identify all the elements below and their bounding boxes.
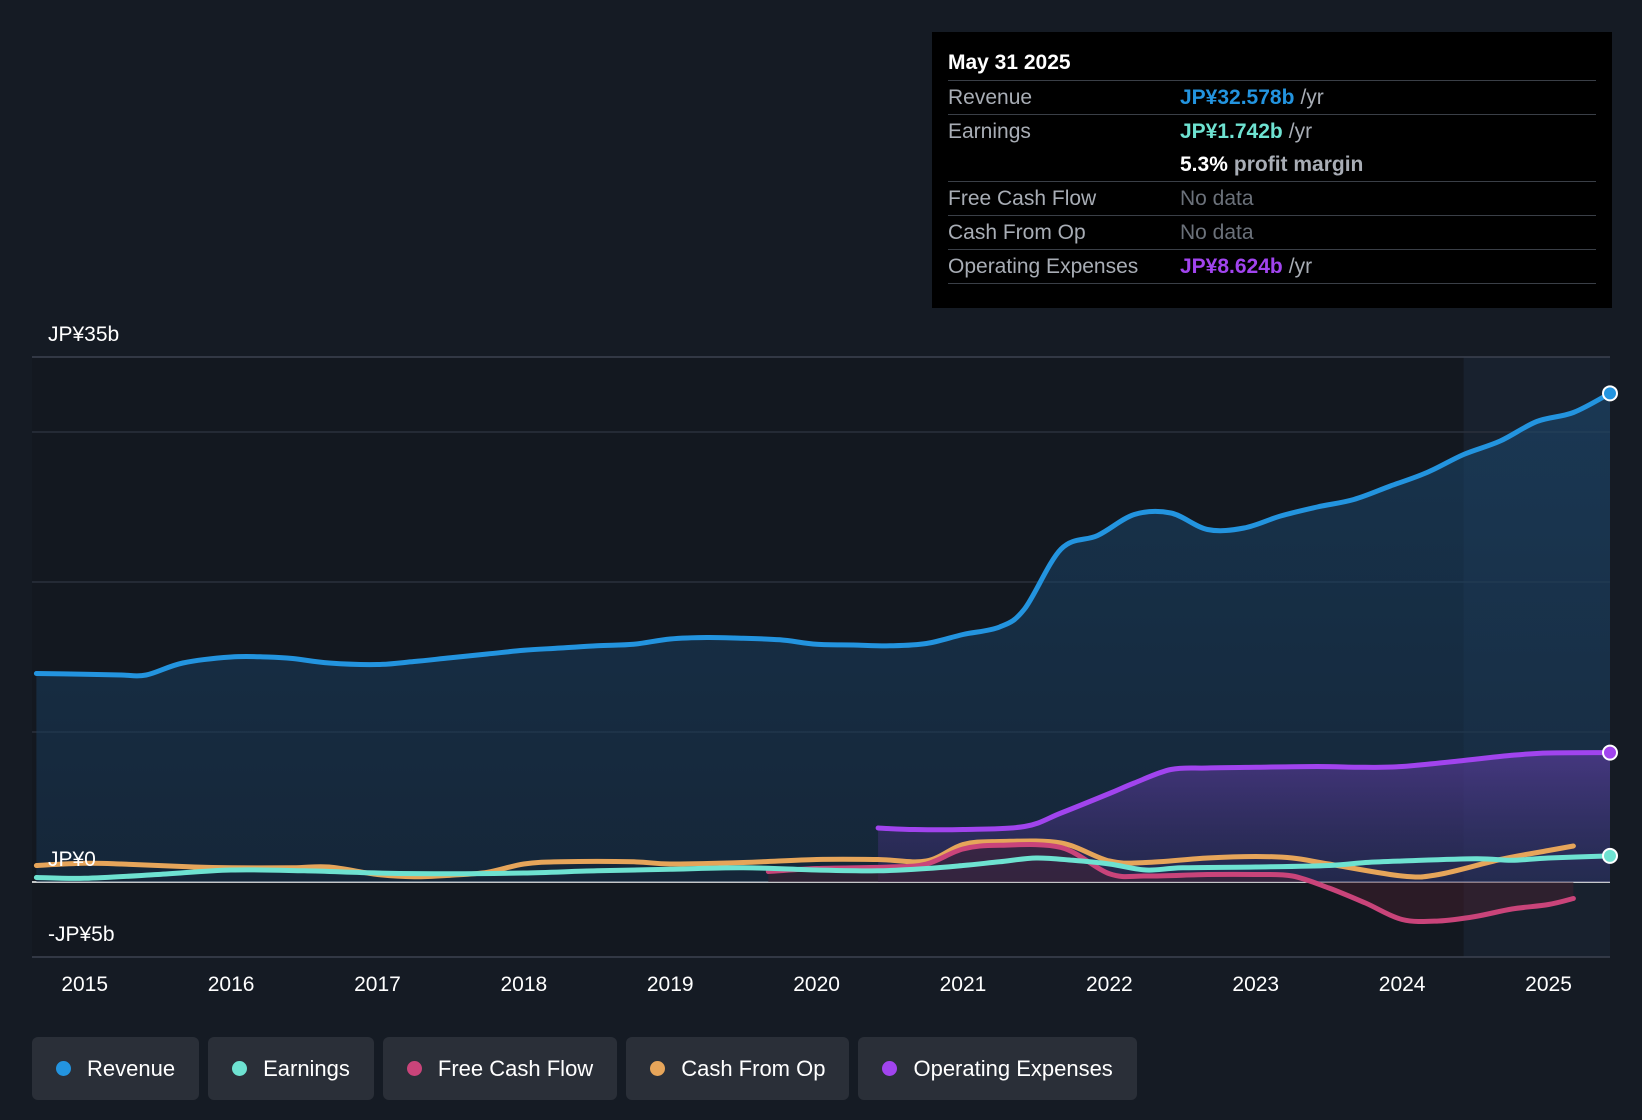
revenue-line (33, 390, 1613, 679)
tooltip-value-margin: 5.3% (1180, 152, 1228, 176)
tooltip-value-revenue: JP¥32.578b (1180, 85, 1295, 109)
revenue-area (36, 393, 1610, 882)
x-tick-label: 2023 (1232, 973, 1279, 996)
x-tick-label: 2016 (208, 973, 255, 996)
y-axis-labels: JP¥35b JP¥0 -JP¥5b (48, 323, 119, 946)
tooltip-label-revenue: Revenue (948, 85, 1033, 109)
earnings-end-marker (1602, 847, 1618, 864)
tooltip-unit-revenue: /yr (1300, 85, 1324, 109)
revenue-end-marker (1602, 385, 1618, 402)
x-tick-label: 2021 (940, 973, 987, 996)
chart-legend: Revenue Earnings Free Cash Flow Cash Fro… (32, 1037, 1137, 1100)
tooltip-label-earnings: Earnings (948, 119, 1031, 143)
legend-label-revenue: Revenue (87, 1055, 176, 1081)
legend-dot-earnings (232, 1061, 248, 1076)
x-tick-label: 2017 (354, 973, 401, 996)
x-tick-label: 2015 (61, 973, 108, 996)
x-tick-label: 2020 (793, 973, 840, 996)
x-tick-label: 2024 (1379, 973, 1426, 996)
tooltip-value-opex: JP¥8.624b (1180, 254, 1283, 278)
tooltip-row-fcf: Free Cash Flow No data (948, 181, 1596, 215)
data-tooltip: May 31 2025 Revenue JP¥32.578b /yr Earni… (932, 32, 1612, 308)
tooltip-value-fcf: No data (1180, 186, 1254, 210)
legend-label-cfo: Cash From Op (681, 1055, 826, 1081)
free-cash-flow-line (765, 842, 1576, 925)
tooltip-unit-margin: profit margin (1233, 152, 1364, 176)
tooltip-row-margin: 5.3% profit margin (948, 148, 1596, 181)
legend-item-revenue[interactable]: Revenue (32, 1037, 200, 1100)
tooltip-row-earnings: Earnings JP¥1.742b /yr (948, 114, 1596, 148)
tooltip-label-cfo: Cash From Op (948, 220, 1086, 244)
x-axis-tick-labels: 2015 2016 2017 2018 2019 2020 2021 2022 2023 2024… (61, 973, 1572, 996)
y-axis-label: JP¥0 (48, 848, 96, 871)
tooltip-date: May 31 2025 (948, 51, 1071, 74)
legend-label-earnings: Earnings (263, 1055, 350, 1081)
legend-item-fcf[interactable]: Free Cash Flow (382, 1037, 618, 1100)
legend-item-opex[interactable]: Operating Expenses (858, 1037, 1137, 1100)
legend-item-cfo[interactable]: Cash From Op (626, 1037, 850, 1100)
legend-dot-cfo (650, 1061, 666, 1076)
x-tick-label: 2019 (647, 973, 694, 996)
y-axis-label: JP¥35b (48, 323, 119, 346)
tooltip-row-revenue: Revenue JP¥32.578b /yr (948, 80, 1596, 114)
tooltip-value-cfo: No data (1180, 220, 1254, 244)
legend-dot-opex (882, 1061, 898, 1076)
x-tick-label: 2018 (500, 973, 547, 996)
legend-item-earnings[interactable]: Earnings (208, 1037, 374, 1100)
tooltip-unit-opex: /yr (1288, 254, 1313, 278)
legend-label-fcf: Free Cash Flow (437, 1055, 594, 1081)
earnings-line (33, 853, 1613, 881)
tooltip-label-opex: Operating Expenses (948, 254, 1139, 278)
legend-dot-revenue (56, 1061, 71, 1076)
operating-expenses-line (875, 750, 1613, 833)
legend-label-opex: Operating Expenses (913, 1055, 1113, 1081)
tooltip-value-earnings: JP¥1.742b (1180, 119, 1283, 143)
y-axis-label: -JP¥5b (48, 923, 115, 946)
tooltip-row-opex: Operating Expenses JP¥8.624b /yr (948, 249, 1596, 284)
tooltip-row-cfo: Cash From Op No data (948, 215, 1596, 249)
series-lines (33, 390, 1613, 925)
operating-expenses-end-marker (1602, 744, 1618, 761)
x-tick-label: 2022 (1086, 973, 1133, 996)
legend-dot-fcf (406, 1061, 422, 1076)
tooltip-unit-earnings: /yr (1288, 119, 1313, 143)
series-end-markers (1602, 385, 1618, 864)
tooltip-label-fcf: Free Cash Flow (948, 186, 1097, 210)
x-tick-label: 2025 (1525, 973, 1572, 996)
